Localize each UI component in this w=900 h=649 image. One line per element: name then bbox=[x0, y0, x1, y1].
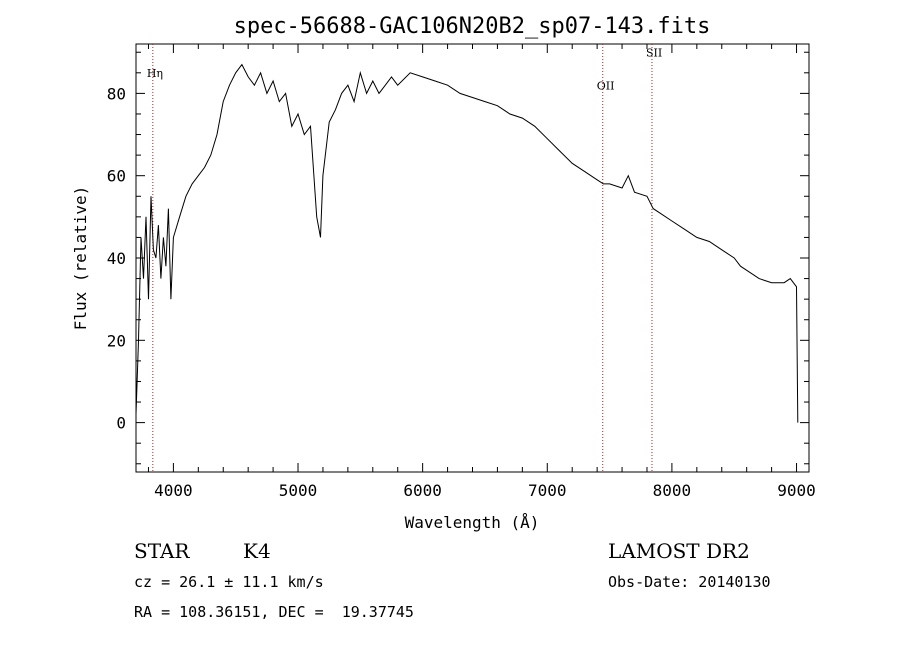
radec-label: RA = 108.36151, DEC = 19.37745 bbox=[134, 603, 414, 621]
x-tick-label: 4000 bbox=[154, 481, 193, 500]
obs-date-label: Obs-Date: 20140130 bbox=[608, 573, 771, 591]
x-tick-label: 8000 bbox=[653, 481, 692, 500]
x-axis: 4000 5000 6000 7000 8000 9000 bbox=[147, 44, 816, 500]
y-tick-label: 0 bbox=[116, 414, 126, 433]
x-tick-label: 9000 bbox=[777, 481, 816, 500]
x-tick-label: 7000 bbox=[528, 481, 567, 500]
chart-title: spec-56688-GAC106N20B2_sp07-143.fits bbox=[234, 14, 711, 39]
x-tick-label: 6000 bbox=[403, 481, 442, 500]
x-axis-label: Wavelength (Å) bbox=[405, 513, 540, 532]
y-axis: 0 20 40 60 80 bbox=[107, 51, 809, 465]
plot-frame bbox=[135, 43, 810, 473]
survey-label: LAMOST DR2 bbox=[608, 539, 750, 563]
y-tick-label: 80 bbox=[107, 84, 126, 103]
line-markers: Hη OII SII bbox=[147, 44, 662, 472]
spectral-line-label: OII bbox=[597, 79, 615, 92]
x-tick-label: 5000 bbox=[279, 481, 318, 500]
spectral-line-label: Hη bbox=[147, 67, 163, 80]
spectrum-line bbox=[135, 63, 799, 423]
y-tick-label: 60 bbox=[107, 167, 126, 186]
spectral-line-label: SII bbox=[646, 46, 662, 59]
y-axis-label: Flux (relative) bbox=[71, 186, 90, 331]
class-label: STAR bbox=[134, 539, 190, 563]
y-tick-label: 20 bbox=[107, 331, 126, 350]
cz-label: cz = 26.1 ± 11.1 km/s bbox=[134, 573, 324, 591]
y-tick-label: 40 bbox=[107, 249, 126, 268]
subclass-label: K4 bbox=[243, 539, 271, 563]
